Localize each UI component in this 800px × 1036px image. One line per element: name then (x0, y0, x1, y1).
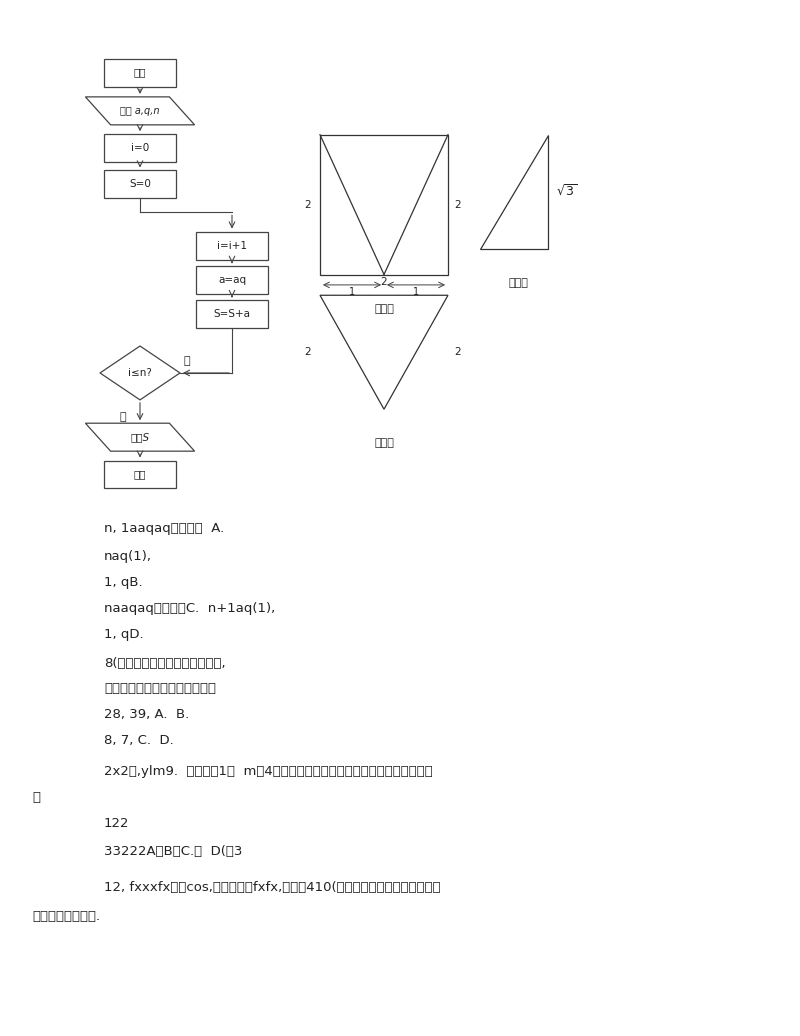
Text: i≤n?: i≤n? (128, 368, 152, 378)
Text: ）: ） (32, 792, 40, 804)
Polygon shape (100, 346, 180, 400)
Text: S=0: S=0 (129, 179, 151, 190)
Text: naq(1),: naq(1), (104, 550, 152, 563)
Text: 2: 2 (454, 200, 461, 209)
Text: 1, qD.: 1, qD. (104, 628, 144, 640)
Bar (320, 135, 448, 275)
Bar (104, 58, 176, 86)
Text: 是: 是 (184, 355, 190, 366)
Text: 8(一个几何体的三视图如图所示,: 8(一个几何体的三视图如图所示, (104, 657, 226, 669)
Polygon shape (480, 135, 548, 249)
Bar (196, 300, 268, 327)
Text: 2: 2 (454, 347, 461, 357)
Bar (104, 460, 176, 488)
Text: naaqaq，，，？C.  n+1aq(1),: naaqaq，，，？C. n+1aq(1), (104, 602, 275, 614)
Text: 2: 2 (304, 200, 310, 209)
Text: 2: 2 (304, 347, 310, 357)
Text: 俯视图: 俯视图 (374, 438, 394, 449)
Text: $\sqrt{3}$: $\sqrt{3}$ (556, 184, 577, 199)
Text: 122: 122 (104, 817, 130, 830)
Text: 开始: 开始 (134, 67, 146, 78)
Text: i=0: i=0 (131, 143, 149, 153)
Text: a=aq: a=aq (218, 275, 246, 285)
Text: 侧视图: 侧视图 (508, 278, 528, 288)
Bar (196, 266, 268, 294)
Text: 2x2，,ylm9.  已知实数1，  m，4构成一个等比数列，则圆锥曲线的离心率为（: 2x2，,ylm9. 已知实数1， m，4构成一个等比数列，则圆锥曲线的离心率为… (104, 766, 433, 778)
Text: 输出S: 输出S (130, 432, 150, 442)
Text: 12, fxxxfx，，cos,，，，，，fxfx,，，，410(已知函数是函数的导函数，则: 12, fxxxfx，，cos,，，，，，fxfx,，，，410(已知函数是函数… (104, 882, 441, 894)
Text: 结束: 结束 (134, 469, 146, 480)
Polygon shape (86, 96, 194, 124)
Text: 2: 2 (381, 277, 387, 287)
Text: 该几何体外接球的表面积为（）: 该几何体外接球的表面积为（） (104, 683, 216, 695)
Bar (104, 135, 176, 162)
Polygon shape (86, 424, 194, 452)
Bar (104, 170, 176, 199)
Text: n, 1aaqaq，，，？  A.: n, 1aaqaq，，，？ A. (104, 522, 224, 535)
Text: 否: 否 (119, 412, 126, 423)
Text: 28, 39, A.  B.: 28, 39, A. B. (104, 709, 190, 721)
Polygon shape (320, 295, 448, 409)
Text: i=i+1: i=i+1 (217, 240, 247, 251)
Text: 1, qB.: 1, qB. (104, 576, 142, 588)
Text: 的图象大致是（）.: 的图象大致是（）. (32, 911, 100, 923)
Text: 输入 a,q,n: 输入 a,q,n (120, 106, 160, 116)
Text: 8, 7, C.  D.: 8, 7, C. D. (104, 735, 174, 747)
Text: 33222A（B（C.或  D(或3: 33222A（B（C.或 D(或3 (104, 845, 242, 858)
Text: 1: 1 (413, 287, 419, 297)
Bar (196, 231, 268, 259)
Text: 正视图: 正视图 (374, 304, 394, 314)
Text: S=S+a: S=S+a (214, 309, 250, 319)
Text: 1: 1 (349, 287, 355, 297)
